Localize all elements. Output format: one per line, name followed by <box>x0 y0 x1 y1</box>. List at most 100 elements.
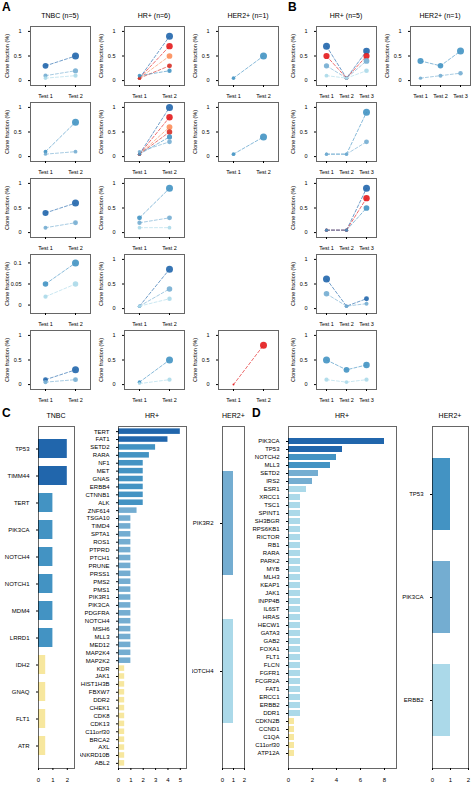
svg-text:PIK3CA: PIK3CA <box>88 602 109 608</box>
svg-text:FAT1: FAT1 <box>96 436 111 442</box>
svg-text:JAK1: JAK1 <box>265 590 280 596</box>
svg-text:Clone fraction (%): Clone fraction (%) <box>192 110 198 154</box>
svg-text:Test 2: Test 2 <box>68 397 83 402</box>
svg-text:Clone fraction (%): Clone fraction (%) <box>192 338 198 382</box>
svg-text:TIMM44: TIMM44 <box>7 473 30 479</box>
svg-text:BRCA2: BRCA2 <box>89 737 110 743</box>
svg-text:Clone fraction (%): Clone fraction (%) <box>384 34 390 78</box>
svg-text:0.5: 0.5 <box>300 205 308 211</box>
svg-text:1: 1 <box>18 28 21 34</box>
svg-text:GAB2: GAB2 <box>263 638 280 644</box>
svg-text:Clone fraction (%): Clone fraction (%) <box>4 34 10 78</box>
svg-text:HECW1: HECW1 <box>258 622 280 628</box>
svg-text:RPS6KB1: RPS6KB1 <box>252 526 280 532</box>
svg-text:Test 2: Test 2 <box>162 397 177 402</box>
svg-text:FLT1: FLT1 <box>266 654 280 660</box>
svg-text:PMS2: PMS2 <box>93 579 110 585</box>
svg-text:C11orf30: C11orf30 <box>85 729 110 735</box>
svg-text:Clone fraction (%): Clone fraction (%) <box>290 110 296 154</box>
svg-text:MLL3: MLL3 <box>264 462 280 468</box>
svg-text:MLL3: MLL3 <box>94 634 110 640</box>
svg-text:0.5: 0.5 <box>300 53 308 59</box>
svg-text:2: 2 <box>243 777 247 783</box>
svg-text:Clone fraction (%): Clone fraction (%) <box>98 34 104 78</box>
svg-text:0.5: 0.5 <box>14 129 22 135</box>
svg-text:1: 1 <box>304 180 307 186</box>
svg-text:INPP4B: INPP4B <box>258 598 279 604</box>
svg-text:1: 1 <box>112 180 115 186</box>
svg-text:2: 2 <box>142 777 146 783</box>
svg-text:Clone fraction (%): Clone fraction (%) <box>290 338 296 382</box>
svg-text:0.5: 0.5 <box>202 129 210 135</box>
svg-text:CDKN2B: CDKN2B <box>255 718 279 724</box>
svg-text:Clone fraction (%): Clone fraction (%) <box>4 110 10 154</box>
svg-text:0.5: 0.5 <box>108 281 116 287</box>
svg-text:PTCH1: PTCH1 <box>90 555 110 561</box>
svg-text:ATR: ATR <box>18 743 30 749</box>
svg-text:1: 1 <box>112 256 115 262</box>
svg-text:IRS2: IRS2 <box>266 478 280 484</box>
svg-text:1: 1 <box>18 180 21 186</box>
svg-text:ZNF614: ZNF614 <box>88 508 110 514</box>
svg-text:ALK: ALK <box>98 500 109 506</box>
svg-text:Clone fraction (%): Clone fraction (%) <box>290 186 296 230</box>
svg-text:0: 0 <box>112 229 115 235</box>
svg-text:1: 1 <box>304 332 307 338</box>
svg-text:Test 2: Test 2 <box>339 397 354 402</box>
svg-text:0.5: 0.5 <box>108 53 116 59</box>
svg-text:ROS1: ROS1 <box>93 539 110 545</box>
svg-text:PDGFRA: PDGFRA <box>84 610 109 616</box>
svg-text:0: 0 <box>221 777 225 783</box>
svg-text:PIK3CA: PIK3CA <box>258 438 279 444</box>
svg-text:NOTCH1: NOTCH1 <box>5 581 30 587</box>
svg-text:4: 4 <box>335 777 339 783</box>
svg-text:GNAS: GNAS <box>92 476 109 482</box>
svg-text:0.5: 0.5 <box>394 53 402 59</box>
svg-text:0: 0 <box>18 229 21 235</box>
svg-text:Test 1: Test 1 <box>132 397 147 402</box>
svg-text:PTPRD: PTPRD <box>89 547 110 553</box>
svg-text:NOTCH4: NOTCH4 <box>85 618 110 624</box>
svg-text:KDR: KDR <box>97 666 110 672</box>
svg-text:6: 6 <box>359 777 363 783</box>
svg-text:FGFR1: FGFR1 <box>260 670 280 676</box>
svg-text:1: 1 <box>112 332 115 338</box>
svg-text:ERBB2: ERBB2 <box>260 702 280 708</box>
svg-text:0.5: 0.5 <box>14 53 22 59</box>
svg-text:PARK2: PARK2 <box>260 558 280 564</box>
svg-text:PIK3CA: PIK3CA <box>402 594 423 600</box>
svg-text:1: 1 <box>304 256 307 262</box>
svg-text:NOTCH4: NOTCH4 <box>5 554 30 560</box>
svg-text:TIMD4: TIMD4 <box>92 523 111 529</box>
svg-text:0: 0 <box>304 381 307 387</box>
svg-text:XRCC1: XRCC1 <box>259 494 280 500</box>
svg-text:CDK13: CDK13 <box>90 721 110 727</box>
svg-text:4: 4 <box>166 777 170 783</box>
svg-text:Clone fraction (%): Clone fraction (%) <box>98 186 104 230</box>
svg-text:Clone fraction (%): Clone fraction (%) <box>192 34 198 78</box>
svg-text:Test 3: Test 3 <box>359 397 374 402</box>
svg-text:ERCC1: ERCC1 <box>259 694 280 700</box>
svg-text:1: 1 <box>206 332 209 338</box>
svg-text:0: 0 <box>112 381 115 387</box>
svg-text:NF1: NF1 <box>98 460 110 466</box>
svg-text:0.1: 0.1 <box>14 260 22 266</box>
svg-text:Clone fraction (%): Clone fraction (%) <box>98 110 104 154</box>
svg-text:0.5: 0.5 <box>108 205 116 211</box>
svg-text:HIST1H3B: HIST1H3B <box>81 681 110 687</box>
svg-text:KEAP1: KEAP1 <box>260 582 280 588</box>
svg-text:SPTA1: SPTA1 <box>91 531 110 537</box>
svg-text:TSGA10: TSGA10 <box>86 515 110 521</box>
svg-text:RARA: RARA <box>263 550 280 556</box>
svg-text:RARA: RARA <box>93 452 110 458</box>
svg-text:2: 2 <box>311 777 315 783</box>
svg-text:0.5: 0.5 <box>202 53 210 59</box>
svg-text:0.05: 0.05 <box>11 281 22 287</box>
svg-text:Test 1: Test 1 <box>38 397 53 402</box>
svg-text:IL6ST: IL6ST <box>263 606 279 612</box>
svg-text:Test 1: Test 1 <box>319 397 334 402</box>
svg-text:FBXW7: FBXW7 <box>89 689 110 695</box>
svg-text:SETD2: SETD2 <box>260 470 280 476</box>
svg-text:IDH2: IDH2 <box>16 662 30 668</box>
svg-text:Clone fraction (%): Clone fraction (%) <box>4 338 10 382</box>
